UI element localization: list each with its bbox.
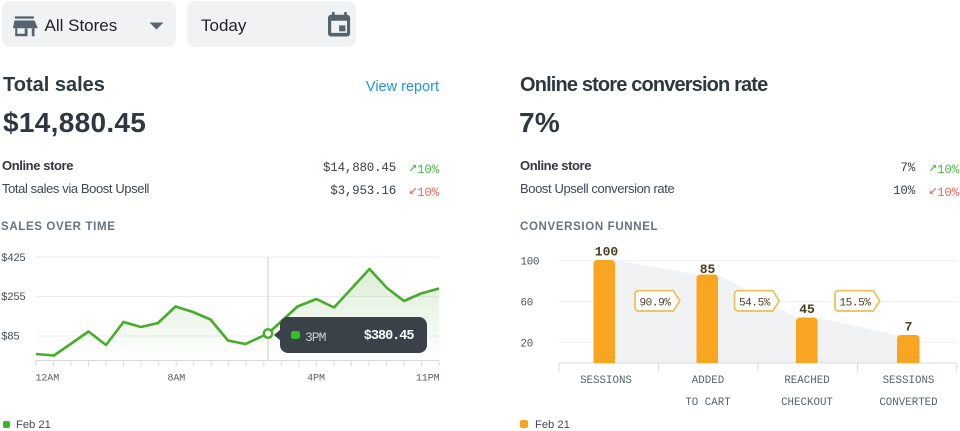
- svg-text:TO CART: TO CART: [685, 397, 731, 409]
- svg-text:12AM: 12AM: [36, 374, 60, 385]
- svg-text:45: 45: [799, 302, 815, 317]
- svg-text:8AM: 8AM: [167, 374, 185, 385]
- svg-text:20: 20: [521, 338, 534, 350]
- svg-text:54.5%: 54.5%: [739, 297, 771, 309]
- svg-text:REACHED: REACHED: [784, 375, 829, 387]
- svg-text:SESSIONS: SESSIONS: [580, 375, 632, 387]
- svg-text:$85: $85: [1, 331, 19, 343]
- svg-text:85: 85: [700, 262, 716, 277]
- svg-text:SESSIONS: SESSIONS: [883, 375, 935, 387]
- svg-text:100: 100: [595, 245, 619, 260]
- svg-text:4PM: 4PM: [307, 374, 325, 385]
- svg-text:$425: $425: [1, 253, 25, 265]
- svg-text:CHECKOUT: CHECKOUT: [781, 397, 833, 409]
- svg-text:11PM: 11PM: [416, 374, 440, 385]
- svg-text:90.9%: 90.9%: [639, 297, 671, 309]
- svg-text:60: 60: [521, 297, 534, 309]
- svg-text:ADDED: ADDED: [692, 375, 724, 387]
- svg-text:100: 100: [521, 257, 540, 269]
- svg-text:7: 7: [905, 320, 913, 335]
- svg-text:CONVERTED: CONVERTED: [879, 397, 937, 409]
- svg-text:$255: $255: [1, 292, 25, 304]
- svg-text:15.5%: 15.5%: [839, 297, 871, 309]
